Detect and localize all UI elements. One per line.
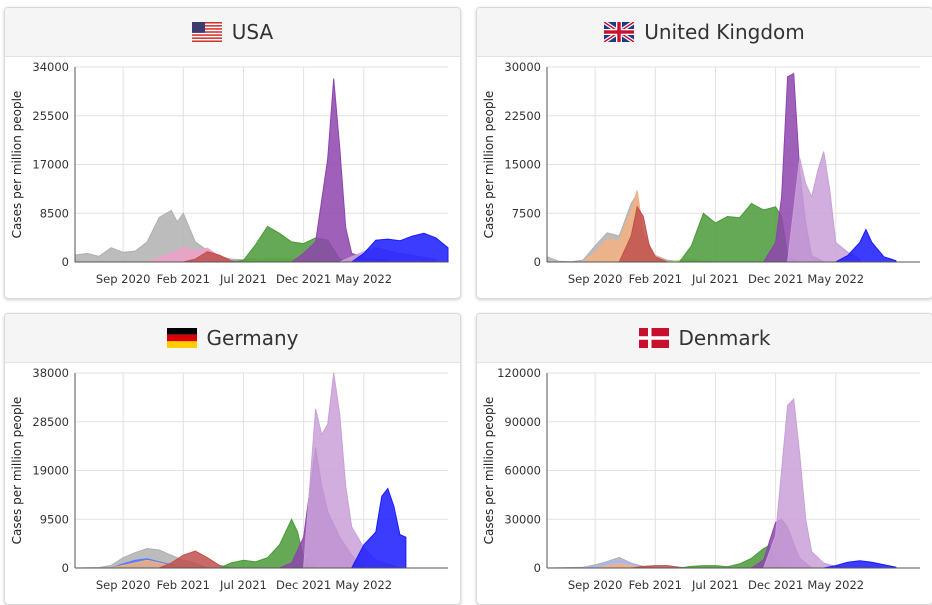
x-tick-label: May 2022 (335, 272, 392, 286)
y-axis-label: Cases per million people (10, 91, 24, 239)
chart-title: United Kingdom (644, 20, 805, 44)
y-tick-label: 0 (534, 255, 541, 269)
y-tick-label: 8500 (40, 206, 69, 220)
series-area-7 (350, 487, 407, 569)
x-tick-label: Sep 2020 (568, 272, 623, 286)
x-tick-label: Dec 2021 (276, 578, 331, 592)
y-tick-label: 60000 (504, 464, 541, 478)
us-flag-icon (191, 22, 222, 42)
chart-plot: 34000 25500 17000 8500 0 Sep 2020 Feb 2021 Jul … (10, 60, 449, 286)
y-tick-label: 38000 (32, 366, 69, 380)
series-area-6 (763, 397, 848, 569)
de-flag-icon (166, 328, 197, 348)
chart-title: Denmark (678, 326, 771, 350)
y-tick-label: 0 (62, 255, 69, 269)
x-tick-label: May 2022 (807, 272, 864, 286)
x-tick-label: Jul 2021 (691, 578, 739, 592)
chart-card-denmark: Denmark 120000 90000 60000 30000 0 Sep 2020 Fe… (476, 313, 932, 605)
chart-plot: 38000 28500 19000 9500 0 Sep 2020 Feb 2021 Jul … (10, 366, 448, 592)
y-tick-label: 25500 (32, 109, 69, 123)
y-tick-label: 30000 (504, 60, 541, 74)
x-tick-label: Dec 2021 (276, 272, 331, 286)
x-tick-label: May 2022 (807, 578, 864, 592)
dk-flag-icon (638, 328, 669, 348)
y-tick-label: 9500 (40, 512, 69, 526)
uk-flag-icon (604, 22, 635, 42)
series-area-0 (74, 209, 257, 263)
y-axis-label: Cases per million people (10, 397, 24, 545)
chart-card-uk: United Kingdom 30000 22500 15000 7500 0 Sep 2… (476, 7, 932, 299)
x-tick-label: Feb 2021 (629, 272, 682, 286)
x-tick-label: Feb 2021 (157, 578, 210, 592)
series-area-7 (835, 228, 897, 263)
x-tick-label: May 2022 (335, 578, 392, 592)
y-axis-label: Cases per million people (482, 397, 496, 545)
x-tick-label: Sep 2020 (568, 578, 623, 592)
chart-title: Germany (206, 326, 299, 350)
y-tick-label: 90000 (504, 415, 541, 429)
card-header: United Kingdom (477, 8, 932, 57)
chart-title: USA (231, 20, 274, 44)
chart-card-usa: USA 34000 25500 17000 8500 0 Sep 2020 Feb 2021… (4, 7, 461, 299)
y-tick-label: 15000 (504, 158, 541, 172)
y-tick-label: 0 (534, 561, 541, 575)
series-area-7 (823, 560, 897, 569)
y-axis-label: Cases per million people (482, 91, 496, 239)
x-tick-label: Jul 2021 (219, 578, 267, 592)
series-area-7 (350, 232, 449, 263)
card-header: Denmark (477, 314, 932, 363)
x-tick-label: Feb 2021 (629, 578, 682, 592)
x-tick-label: Sep 2020 (96, 578, 151, 592)
y-tick-label: 22500 (504, 109, 541, 123)
y-tick-label: 19000 (32, 464, 69, 478)
y-tick-label: 17000 (32, 158, 69, 172)
y-tick-label: 34000 (32, 60, 69, 74)
x-tick-label: Dec 2021 (748, 272, 803, 286)
series-area-5 (291, 78, 389, 263)
chart-plot: 120000 90000 60000 30000 0 Sep 2020 Feb 2021 Ju… (482, 366, 920, 592)
x-tick-label: Dec 2021 (748, 578, 803, 592)
series-area-6 (787, 151, 861, 263)
card-header: USA (5, 8, 460, 57)
y-tick-label: 120000 (497, 366, 541, 380)
y-tick-label: 28500 (32, 415, 69, 429)
y-tick-label: 30000 (504, 512, 541, 526)
x-tick-label: Feb 2021 (157, 272, 210, 286)
x-tick-label: Jul 2021 (219, 272, 267, 286)
chart-plot: 30000 22500 15000 7500 0 Sep 2020 Feb 2021 Jul … (482, 60, 920, 286)
y-tick-label: 7500 (512, 206, 541, 220)
x-tick-label: Jul 2021 (691, 272, 739, 286)
card-header: Germany (5, 314, 460, 363)
x-tick-label: Sep 2020 (96, 272, 151, 286)
y-tick-label: 0 (62, 561, 69, 575)
chart-card-germany: Germany 38000 28500 19000 9500 0 Sep 2020 Feb … (4, 313, 461, 605)
